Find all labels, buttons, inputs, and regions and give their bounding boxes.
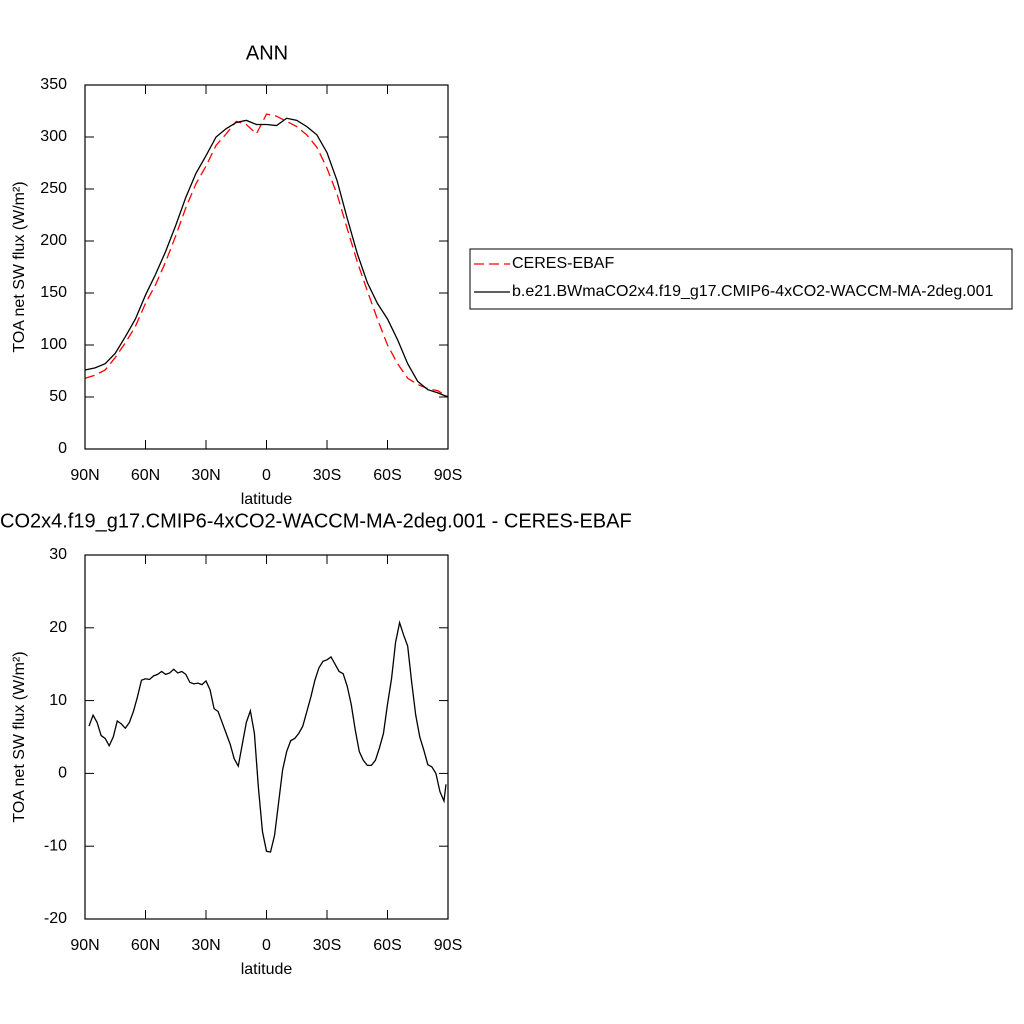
chart-title: CO2x4.f19_g17.CMIP6-4xCO2-WACCM-MA-2deg.… (0, 510, 632, 532)
x-tick-label: 60S (373, 937, 401, 954)
y-tick-label: 350 (40, 76, 67, 93)
plot-frame (84, 554, 449, 920)
legend-box (469, 248, 1013, 310)
x-tick-label: 90N (70, 937, 99, 954)
x-tick-label: 0 (262, 937, 271, 954)
legend-label: CERES-EBAF (512, 255, 614, 272)
series-line (84, 113, 449, 398)
series-line (84, 117, 449, 398)
y-tick-label: 10 (49, 692, 67, 709)
x-tick-label: 0 (262, 467, 271, 484)
x-tick-label: 30N (191, 467, 220, 484)
x-tick-label: 90N (70, 467, 99, 484)
x-axis-label: latitude (241, 961, 293, 978)
y-tick-label: 30 (49, 546, 67, 563)
y-tick-label: -20 (44, 910, 67, 927)
plot-frame (84, 84, 449, 450)
y-tick-label: 100 (40, 336, 67, 353)
x-tick-label: 60S (373, 467, 401, 484)
chart-title: ANN (246, 42, 288, 64)
legend-label: b.e21.BWmaCO2x4.f19_g17.CMIP6-4xCO2-WACC… (512, 283, 993, 300)
x-tick-label: 30N (191, 937, 220, 954)
x-axis-label: latitude (241, 491, 293, 508)
x-tick-label: 90S (434, 467, 462, 484)
x-tick-label: 90S (434, 937, 462, 954)
x-tick-label: 30S (313, 937, 341, 954)
x-tick-label: 60N (131, 467, 160, 484)
y-tick-label: 250 (40, 180, 67, 197)
y-tick-label: 20 (49, 619, 67, 636)
x-tick-label: 30S (313, 467, 341, 484)
y-tick-label: 0 (58, 765, 67, 782)
y-axis-label: TOA net SW flux (W/m²) (11, 181, 28, 352)
y-tick-label: 50 (49, 388, 67, 405)
x-tick-label: 60N (131, 937, 160, 954)
y-tick-label: 150 (40, 284, 67, 301)
y-tick-label: 0 (58, 440, 67, 457)
y-tick-label: -10 (44, 837, 67, 854)
y-tick-label: 300 (40, 128, 67, 145)
y-tick-label: 200 (40, 232, 67, 249)
y-axis-label: TOA net SW flux (W/m²) (11, 651, 28, 822)
series-line (88, 620, 447, 853)
